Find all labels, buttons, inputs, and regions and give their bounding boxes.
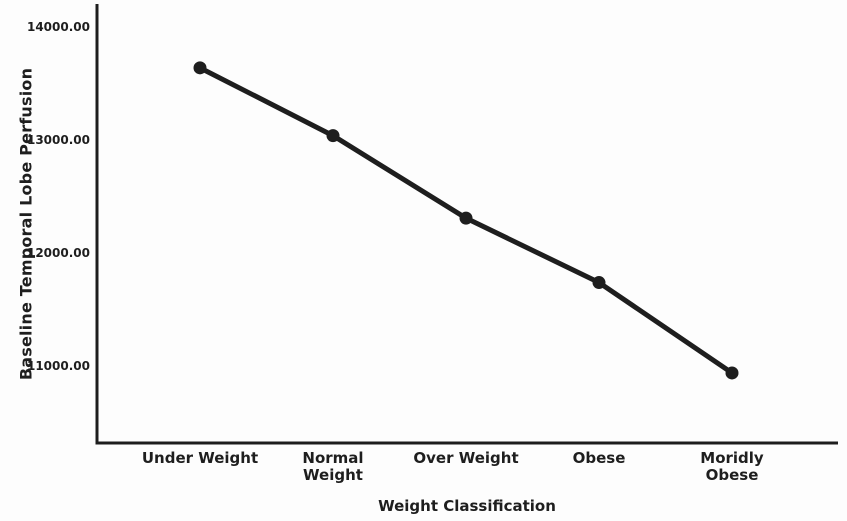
data-point-marker xyxy=(725,366,739,380)
x-tick-label: Obese xyxy=(572,449,626,467)
data-point-marker xyxy=(326,129,340,143)
x-tick-label: Over Weight xyxy=(413,449,519,467)
y-tick-label: 14000.00 xyxy=(26,20,90,35)
x-tick-label: Normal Weight xyxy=(302,449,364,485)
y-tick-label: 11000.00 xyxy=(26,359,90,374)
x-axis-title: Weight Classification xyxy=(378,497,556,515)
y-tick-label: 12000.00 xyxy=(26,246,90,261)
y-tick-label: 13000.00 xyxy=(26,133,90,148)
x-tick-label: Moridly Obese xyxy=(700,449,764,485)
data-point-marker xyxy=(592,276,606,290)
data-point-marker xyxy=(193,61,207,75)
x-tick-label: Under Weight xyxy=(141,449,259,467)
axis-lines xyxy=(95,4,838,445)
data-point-marker xyxy=(459,211,473,225)
